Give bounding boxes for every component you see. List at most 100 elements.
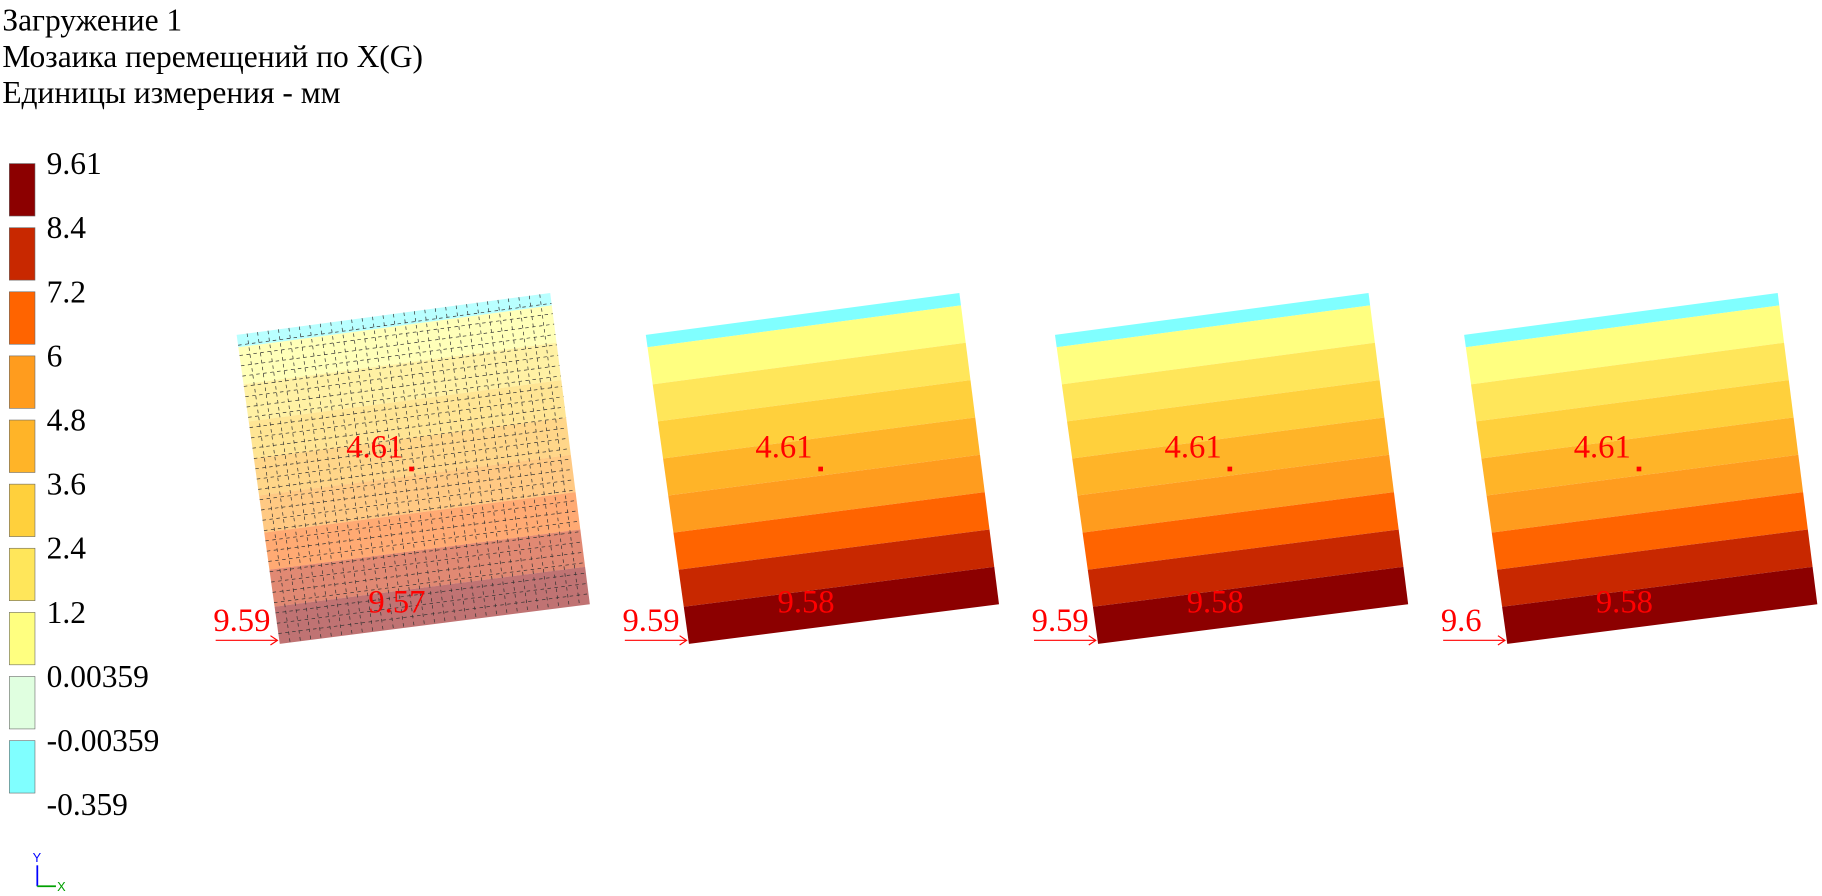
mesh-line <box>265 500 577 542</box>
arrow-head <box>1088 635 1097 646</box>
result-band <box>678 529 995 607</box>
result-band <box>663 417 980 496</box>
x-label: X <box>57 879 66 894</box>
value-label: 9.59 <box>622 603 679 639</box>
panel: 4.61 9.59 9.58 <box>622 292 1000 646</box>
mesh-line <box>256 437 569 480</box>
value-label: 9.57 <box>368 584 425 620</box>
result-band <box>259 454 576 533</box>
legend-label: 3.6 <box>47 467 86 502</box>
result-band <box>236 292 552 348</box>
result-band <box>683 566 1000 644</box>
legend-label: 8.4 <box>47 210 87 245</box>
marker <box>409 466 414 472</box>
mesh-line <box>299 326 343 636</box>
arrow-head <box>270 635 279 646</box>
mesh-line <box>382 315 425 626</box>
result-band <box>673 492 990 570</box>
legend-label: 9.61 <box>47 146 102 181</box>
header-line: Мозаика перемещений по X(G) <box>2 39 423 74</box>
y-label: Y <box>33 850 42 865</box>
result-band <box>1491 492 1808 570</box>
panel: 4.61 9.59 9.57 <box>213 292 590 646</box>
mesh-line <box>319 323 363 634</box>
legend-swatch <box>9 227 36 281</box>
header-line: Единицы измерения - мм <box>2 75 340 110</box>
mesh-line <box>361 318 405 629</box>
mesh-line <box>445 306 487 618</box>
axis-icon: Y X <box>33 850 66 894</box>
legend-swatch <box>9 419 36 473</box>
result-band <box>1087 529 1404 607</box>
value-label: 4.61 <box>755 429 812 465</box>
value-label: 9.6 <box>1441 603 1482 639</box>
marker <box>818 466 823 472</box>
mesh-line <box>259 458 572 501</box>
result-band <box>1496 529 1813 607</box>
result-band <box>269 529 586 607</box>
value-label: 9.59 <box>213 603 270 639</box>
value-label: 9.58 <box>1187 584 1244 620</box>
arrow-head <box>679 635 688 646</box>
mesh-line <box>508 298 549 610</box>
value-label: 4.61 <box>1165 429 1222 465</box>
legend-swatch <box>9 676 36 730</box>
mesh-line <box>539 294 580 606</box>
result-band <box>645 292 961 348</box>
value-label: 4.61 <box>346 429 403 465</box>
result-band <box>652 342 971 422</box>
mesh-line <box>487 301 529 613</box>
legend: 9.61 8.4 7.2 6 4.8 3.6 2.4 1.2 0.00359 -0.00359 -0… <box>9 146 159 822</box>
legend-label: -0.359 <box>47 787 128 822</box>
result-band <box>1067 380 1385 459</box>
mesh-line <box>276 583 588 624</box>
result-band <box>1061 342 1380 422</box>
marker <box>1636 466 1642 472</box>
legend-label: 7.2 <box>47 274 86 309</box>
header-line: Загружение 1 <box>2 3 182 38</box>
mesh-line <box>466 304 508 615</box>
panel: 4.61 9.6 9.58 <box>1441 292 1818 646</box>
mesh-line <box>278 593 589 634</box>
legend-swatch <box>9 740 36 794</box>
panels: 4.619.599.574.619.599.584.619.599.584.61… <box>213 292 1818 646</box>
mesh-line <box>497 299 539 611</box>
mesh-line <box>273 562 585 603</box>
mesh-line <box>271 541 582 583</box>
arrow-head <box>1497 635 1506 646</box>
value-label: 9.59 <box>1032 603 1089 639</box>
legend-label: 4.8 <box>47 403 86 438</box>
legend-label: 6 <box>47 338 63 373</box>
value-label: 9.58 <box>778 584 835 620</box>
legend-label: 0.00359 <box>47 659 149 694</box>
result-band <box>253 417 571 496</box>
result-band <box>657 380 976 459</box>
result-band <box>1054 292 1371 348</box>
mesh-line <box>268 520 580 562</box>
legend-swatch <box>9 291 36 345</box>
result-band <box>1476 380 1794 459</box>
mesh-line <box>275 572 586 614</box>
mesh-line <box>518 297 560 609</box>
result-band <box>1464 292 1780 348</box>
legend-label: 2.4 <box>47 531 87 566</box>
result-band <box>243 342 562 422</box>
result-band <box>1465 305 1785 385</box>
legend-label: 1.2 <box>47 595 86 630</box>
mesh-line <box>528 295 570 607</box>
result-band <box>668 454 985 533</box>
value-label: 4.61 <box>1574 429 1631 465</box>
value-label: 9.58 <box>1596 584 1653 620</box>
mesh-line <box>403 312 446 623</box>
marker <box>1227 466 1233 472</box>
legend-swatch <box>9 355 36 409</box>
mesh-line <box>340 320 384 631</box>
result-band <box>1072 417 1390 496</box>
panel: 4.61 9.59 9.58 <box>1032 292 1409 646</box>
result-band <box>1481 417 1799 496</box>
result-band <box>1077 454 1394 533</box>
mesh-line <box>424 309 467 621</box>
legend-label: -0.00359 <box>47 723 160 758</box>
